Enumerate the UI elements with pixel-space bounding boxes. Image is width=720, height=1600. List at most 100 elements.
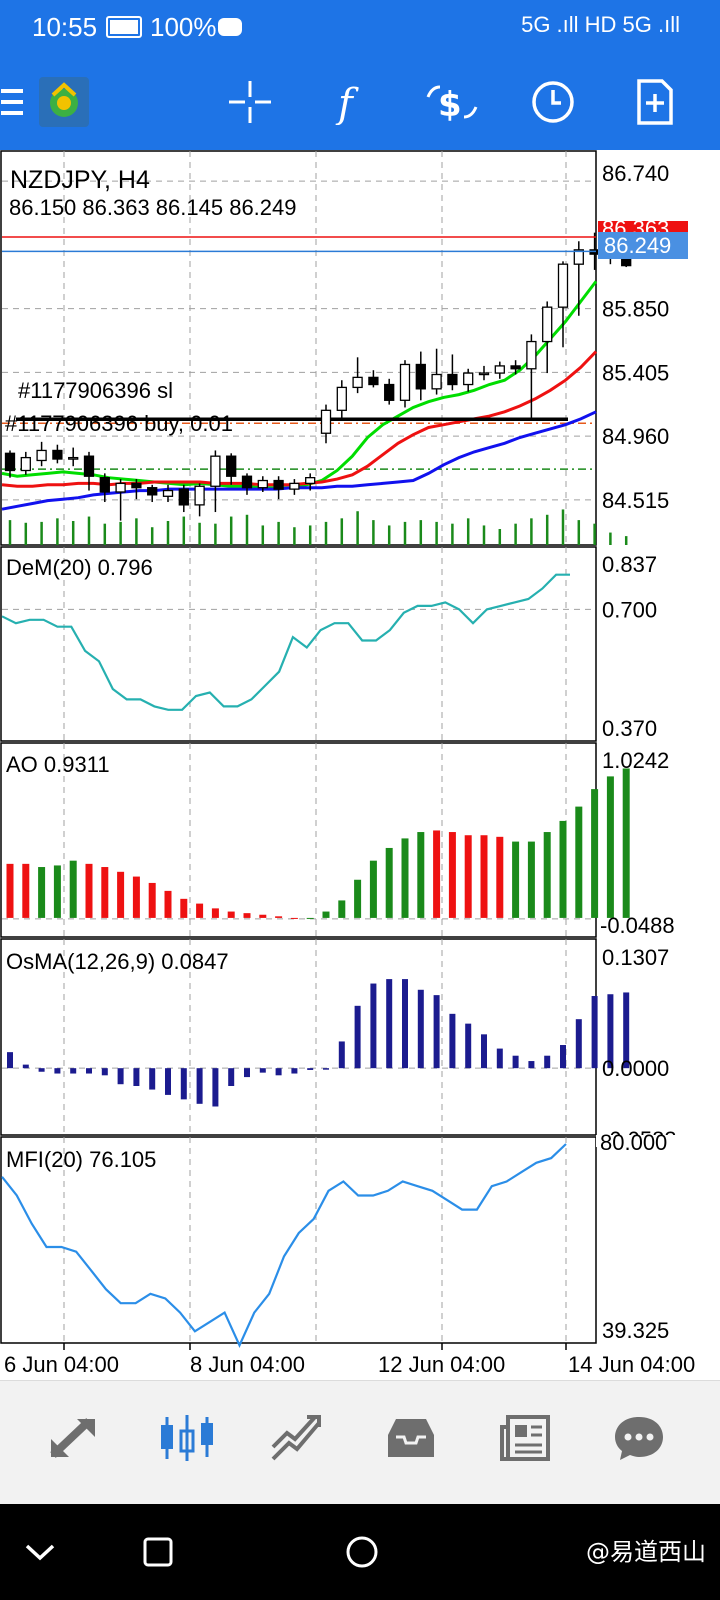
candle: [289, 479, 300, 495]
osma-bar: [165, 1068, 171, 1095]
osma-axis-label-1: 0.0000: [602, 1056, 669, 1081]
ao-bar: [575, 806, 583, 918]
new-document-icon[interactable]: [632, 76, 678, 128]
osma-bar: [22, 1064, 29, 1069]
osma-bar: [386, 979, 393, 1069]
candle-body: [573, 249, 584, 265]
dem-line: [1, 573, 570, 711]
ao-bar: [559, 820, 567, 918]
trade-nav-icon[interactable]: [262, 1403, 332, 1473]
ao-bar: [53, 865, 61, 918]
candle: [20, 451, 31, 475]
ao-bar: [622, 768, 630, 918]
app-logo-icon[interactable]: [38, 76, 90, 128]
ao-bar: [606, 776, 614, 918]
bid-price-badge: [598, 232, 688, 259]
ao-bar: [527, 841, 535, 918]
toolbar: f $: [0, 58, 720, 150]
candle-body: [210, 455, 221, 487]
osma-bar: [212, 1068, 219, 1107]
clock-icon[interactable]: [528, 76, 578, 128]
system-nav-bar: @易道西山: [0, 1504, 720, 1600]
candle: [241, 473, 253, 495]
crosshair-icon[interactable]: [224, 76, 276, 128]
svg-text:f: f: [335, 81, 359, 125]
ao-bar: [196, 903, 204, 918]
candle: [336, 380, 347, 419]
osma-bar: [228, 1068, 235, 1086]
candle: [83, 451, 95, 491]
ao-bar: [290, 917, 298, 919]
osma-bar: [354, 1005, 361, 1069]
recents-icon[interactable]: [138, 1532, 178, 1572]
ao-bar: [401, 838, 409, 918]
chart-icon[interactable]: [152, 1403, 222, 1473]
candle-body: [510, 365, 521, 370]
ao-bar: [85, 863, 93, 918]
osma-bar: [481, 1034, 487, 1069]
candle-body: [463, 372, 474, 386]
osma-bar: [323, 1068, 329, 1070]
candle-body: [415, 363, 426, 390]
function-icon[interactable]: f: [328, 76, 372, 128]
candle: [210, 450, 221, 513]
candle: [257, 476, 268, 492]
candle-body: [178, 488, 189, 506]
menu-icon[interactable]: [0, 76, 24, 128]
osma-bar: [275, 1068, 282, 1076]
osma-bar: [623, 992, 630, 1069]
ao-bar: [164, 890, 172, 918]
candle-body: [115, 482, 126, 493]
candle-body: [4, 452, 16, 472]
news-icon[interactable]: [490, 1403, 560, 1473]
candle-body: [83, 455, 95, 477]
bid-price-badge-text: 86.249: [604, 233, 671, 258]
candle-body: [384, 383, 395, 401]
home-icon[interactable]: [342, 1532, 382, 1572]
candle-body: [36, 449, 47, 462]
price-axis-label-4: 84.515: [602, 488, 669, 513]
osma-bar: [370, 983, 377, 1069]
osma-bar: [38, 1068, 45, 1072]
osma-bar: [465, 1023, 472, 1069]
candle: [226, 453, 237, 485]
candle-body: [257, 479, 268, 489]
ao-bar: [480, 835, 488, 918]
ao-bar: [101, 867, 109, 918]
candle-body: [494, 365, 505, 374]
osma-bar: [196, 1068, 203, 1104]
candle: [131, 479, 142, 500]
osma-bar: [544, 1055, 551, 1069]
quotes-icon[interactable]: [38, 1403, 108, 1473]
chart-area[interactable]: NZDJPY, H4 86.150 86.363 86.145 86.249 #11…: [0, 150, 720, 1380]
candle-body: [478, 372, 490, 376]
ao-bar: [496, 836, 504, 918]
osma-bar: [575, 1019, 582, 1069]
candle-body: [289, 482, 300, 490]
ao-bar: [306, 917, 314, 919]
candle: [36, 441, 47, 467]
chat-icon[interactable]: [604, 1403, 674, 1473]
back-chevron-icon[interactable]: [20, 1532, 60, 1572]
bottom-nav: [0, 1380, 720, 1505]
ao-bar: [69, 860, 77, 918]
price-axis-label-3: 84.960: [602, 424, 669, 449]
candle-body: [147, 487, 158, 496]
candle: [147, 484, 158, 503]
osma-bar: [560, 1045, 566, 1069]
osma-bar: [70, 1068, 77, 1074]
candle: [431, 348, 442, 395]
dem-axis-label-1: 0.700: [602, 597, 657, 622]
candle: [115, 479, 126, 521]
history-icon[interactable]: [376, 1403, 446, 1473]
candle-body: [336, 386, 347, 411]
candle-body: [305, 477, 316, 485]
battery-percent: 100%: [150, 12, 217, 42]
candle: [447, 354, 458, 391]
ao-bar: [6, 863, 14, 918]
candle: [52, 444, 63, 464]
mfi-line: [1, 1143, 567, 1348]
osma-bar: [101, 1068, 108, 1076]
trade-icon[interactable]: $: [424, 76, 480, 128]
